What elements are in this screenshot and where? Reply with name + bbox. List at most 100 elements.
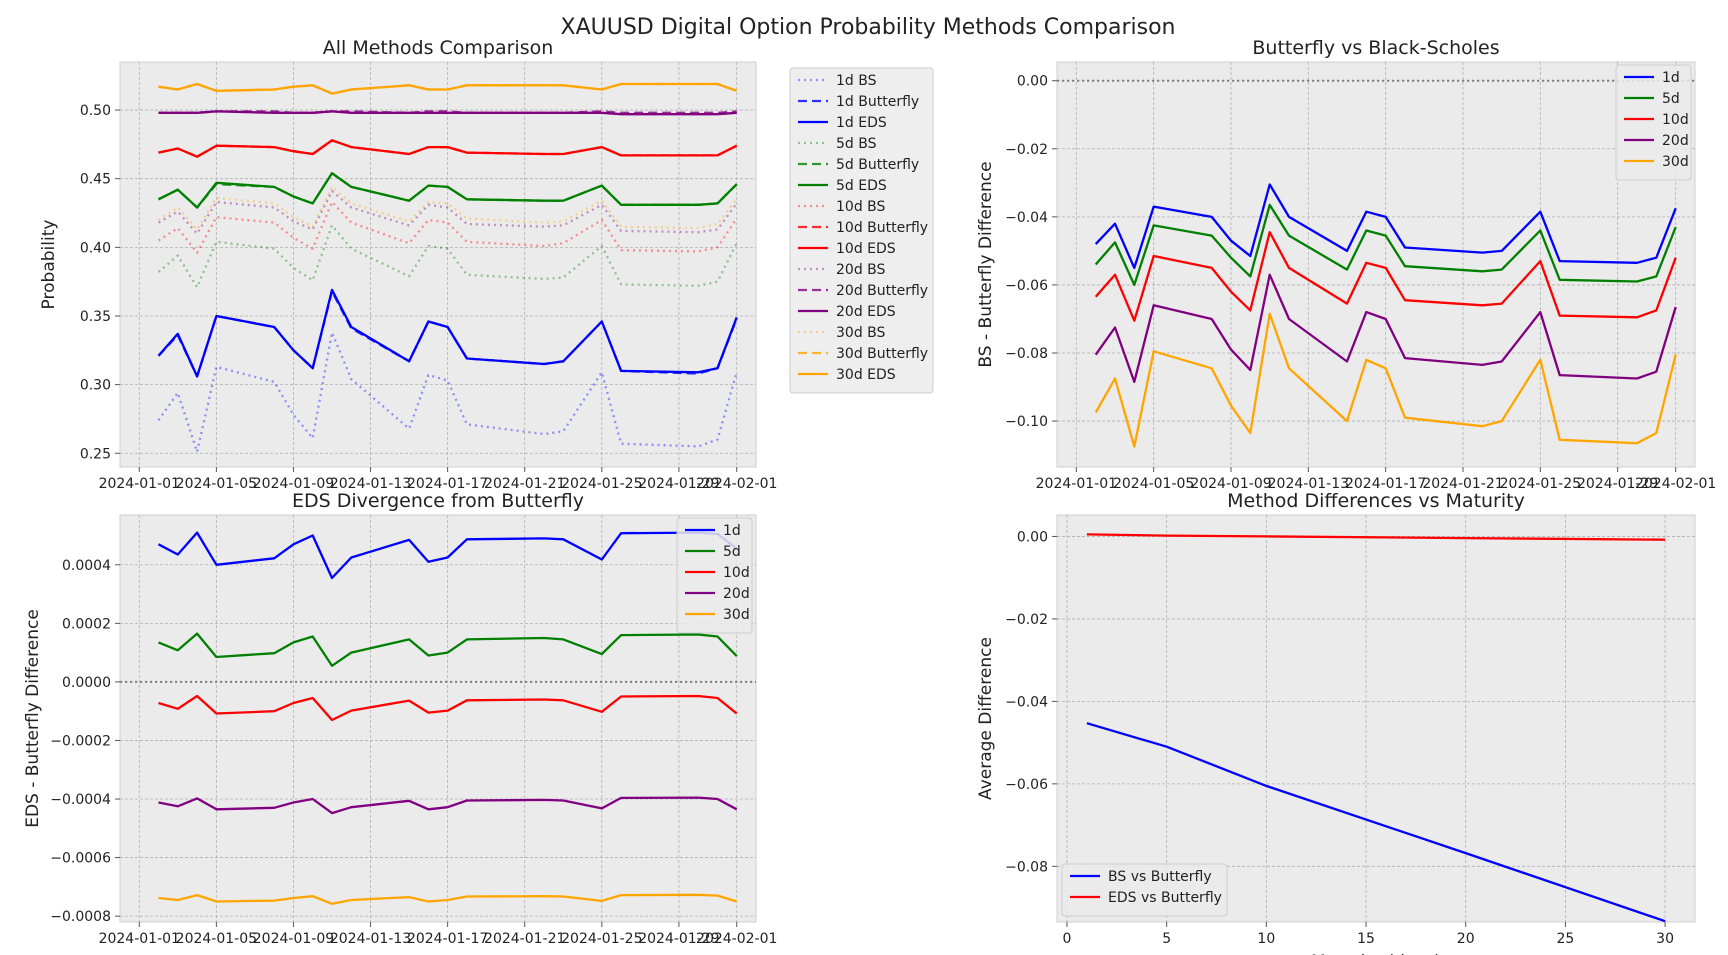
series-line-bs-vs-butterfly — [1086, 722, 1666, 923]
x-tick-label: 2024-01-01 — [99, 476, 180, 492]
x-tick-label: 2024-01-01 — [99, 931, 180, 947]
y-tick-label: 0.0004 — [62, 558, 111, 574]
y-tick-label: −0.0008 — [50, 909, 111, 925]
x-tick-label: 2024-01-25 — [1500, 476, 1581, 492]
x-tick-label: 5 — [1162, 931, 1171, 947]
legend-label: 20d EDS — [836, 304, 896, 320]
legend-label: 10d Butterfly — [836, 220, 928, 236]
x-tick-label: 2024-01-21 — [484, 931, 565, 947]
panel-eds-divergence: EDS Divergence from Butterfly −0.0008 −0.0… — [23, 490, 777, 947]
y-tick-label: −0.02 — [1005, 142, 1048, 158]
x-tick-label: 2024-01-29 — [638, 931, 719, 947]
legend-label: 20d Butterfly — [836, 283, 928, 299]
legend-box — [1061, 863, 1228, 917]
y-tick-label: −0.06 — [1005, 278, 1048, 294]
series-line-20d — [1094, 273, 1677, 384]
y-tick-label: 0.25 — [80, 446, 111, 462]
x-tick-label: 2024-01-13 — [1268, 476, 1349, 492]
series-line-20d — [158, 796, 738, 815]
x-tick-label: 2024-01-05 — [176, 476, 257, 492]
x-tick-label: 2024-01-21 — [1422, 476, 1503, 492]
legend-label: 5d — [1662, 91, 1680, 107]
y-tick-label: 0.0000 — [62, 675, 111, 691]
series-line-30d — [1094, 312, 1677, 448]
legend-box — [676, 517, 753, 634]
plot-area — [119, 514, 757, 923]
x-tick-label: 2024-01-09 — [253, 931, 334, 947]
y-tick-label: −0.06 — [1005, 777, 1048, 793]
series-line-30d-bs — [157, 185, 738, 231]
x-tick-label: 2024-01-13 — [330, 931, 411, 947]
series-line-5d — [158, 632, 738, 667]
y-tick-label: −0.02 — [1005, 612, 1048, 628]
y-tick-label: 0.0002 — [62, 616, 111, 632]
y-axis-label: Average Difference — [976, 637, 996, 800]
y-tick-label: −0.0006 — [50, 851, 111, 867]
x-tick-label: 2024-01-21 — [484, 476, 565, 492]
y-axis-label: EDS - Butterfly Difference — [23, 609, 43, 828]
series-line-20d-eds — [158, 110, 737, 116]
legend-label: 5d EDS — [836, 178, 887, 194]
y-tick-label: −0.08 — [1005, 859, 1048, 875]
x-tick-label: 2024-01-25 — [561, 931, 642, 947]
x-tick-label: 30 — [1656, 931, 1674, 947]
legend-label: 1d EDS — [836, 115, 887, 131]
panel-title: Method Differences vs Maturity — [1227, 490, 1525, 512]
y-tick-label: −0.04 — [1005, 210, 1048, 226]
x-tick-label: 2024-01-25 — [561, 476, 642, 492]
series-line-5d-eds — [157, 172, 738, 209]
legend-label: 20d — [723, 586, 750, 602]
x-tick-label: 15 — [1357, 931, 1375, 947]
x-tick-label: 0 — [1063, 931, 1072, 947]
series-line-eds-vs-butterfly — [1086, 533, 1666, 541]
y-tick-label: −0.04 — [1005, 694, 1048, 710]
legend-label: 30d Butterfly — [836, 346, 928, 362]
panel-title: All Methods Comparison — [323, 37, 554, 59]
legend-label: 1d — [723, 523, 741, 539]
x-tick-label: 10 — [1257, 931, 1275, 947]
legend-label: 30d BS — [836, 325, 886, 341]
legend-label: 20d — [1662, 133, 1689, 149]
y-tick-label: 0.00 — [1017, 74, 1048, 90]
x-tick-label: 2024-01-17 — [407, 476, 488, 492]
y-tick-label: −0.08 — [1005, 346, 1048, 362]
panel-bs-vs-butterfly: Butterfly vs Black-Scholes −0.10 −0.08 −0.0… — [976, 37, 1716, 492]
series-line-30d-eds — [158, 82, 738, 95]
panel-title: EDS Divergence from Butterfly — [292, 490, 584, 512]
x-tick-label: 2024-02-01 — [1635, 476, 1716, 492]
x-tick-label: 2024-01-17 — [407, 931, 488, 947]
y-tick-label: 0.30 — [80, 378, 111, 394]
legend-box — [1615, 64, 1692, 181]
x-tick-label: 2024-01-29 — [638, 476, 719, 492]
x-tick-label: 2024-02-01 — [696, 931, 777, 947]
x-tick-label: 20 — [1457, 931, 1475, 947]
panel-differences-vs-maturity: Method Differences vs Maturity −0.08 −0.06… — [976, 490, 1696, 955]
y-tick-label: −0.10 — [1005, 414, 1048, 430]
series-line-1d-eds — [157, 288, 738, 378]
y-tick-label: −0.0002 — [50, 733, 111, 749]
legend-label: 10d — [723, 565, 750, 581]
legend-label: 10d BS — [836, 199, 886, 215]
x-tick-label: 2024-01-09 — [1190, 476, 1271, 492]
legend-label: 30d — [1662, 154, 1689, 170]
series-line-30d — [158, 893, 738, 905]
series-line-1d — [1094, 183, 1677, 270]
x-tick-label: 2024-01-05 — [176, 931, 257, 947]
plot-area — [1056, 514, 1696, 923]
x-tick-label: 2024-01-13 — [330, 476, 411, 492]
legend-label: EDS vs Butterfly — [1108, 890, 1222, 906]
y-tick-label: 0.00 — [1017, 529, 1048, 545]
panel-title: Butterfly vs Black-Scholes — [1252, 37, 1499, 59]
series-line-10d-bs — [157, 200, 738, 254]
y-tick-label: 0.45 — [80, 172, 111, 188]
series-line-1d — [157, 531, 738, 580]
legend-label: 20d BS — [836, 262, 886, 278]
x-tick-label: 2024-01-05 — [1113, 476, 1194, 492]
y-tick-label: 0.35 — [80, 309, 111, 325]
legend-label: 10d — [1662, 112, 1689, 128]
x-tick-label: 2024-01-17 — [1345, 476, 1426, 492]
legend-label: 30d — [723, 607, 750, 623]
plot-area — [119, 61, 757, 468]
y-axis-label: BS - Butterfly Difference — [976, 161, 996, 367]
x-tick-label: 2024-01-01 — [1036, 476, 1117, 492]
